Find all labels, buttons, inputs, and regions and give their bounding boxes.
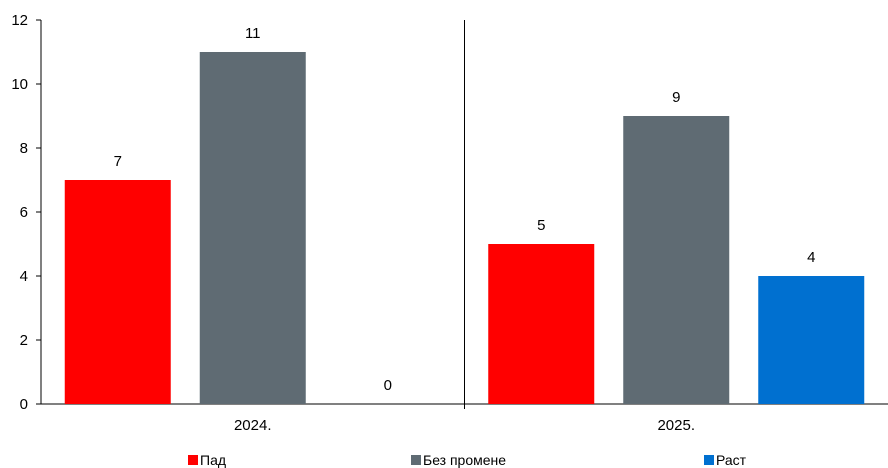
y-tick-label: 10 [11,76,28,93]
y-tick-label: 8 [20,140,28,157]
data-label: 0 [384,377,392,394]
bars [64,52,865,404]
legend-label-bez-promene: Без промене [423,452,507,468]
data-label: 9 [672,89,680,106]
data-label: 7 [114,153,122,170]
y-tick-label: 6 [20,204,28,221]
bar [623,116,730,404]
bar [199,52,306,404]
data-label: 5 [537,217,545,234]
data-label: 4 [807,249,815,266]
y-tick-label: 4 [20,268,28,285]
legend-swatch-rast [704,455,714,465]
legend-label-pad: Пад [200,452,227,468]
legend: Пад Без промене Раст [0,452,888,468]
legend-label-rast: Раст [716,452,747,468]
bar [758,276,865,404]
category-label: 2024. [234,417,272,434]
data-labels: 7 11 0 5 9 4 [114,25,816,394]
category-label: 2025. [657,417,695,434]
bar-chart: 0 2 4 6 8 10 12 7 11 0 5 9 4 2024. 2025. [11,12,888,434]
bar [488,244,595,404]
legend-swatch-bez-promene [411,455,421,465]
x-axis-categories: 2024. 2025. [234,417,695,434]
y-axis-ticks: 0 2 4 6 8 10 12 [11,12,41,413]
y-tick-label: 12 [11,12,28,29]
bar [64,180,171,404]
legend-item-pad: Пад [188,452,226,468]
y-tick-label: 0 [20,396,28,413]
y-tick-label: 2 [20,332,28,349]
data-label: 11 [245,25,261,42]
legend-swatch-pad [188,455,198,465]
legend-item-bez-promene: Без промене [411,452,506,468]
legend-item-rast: Раст [704,452,746,468]
